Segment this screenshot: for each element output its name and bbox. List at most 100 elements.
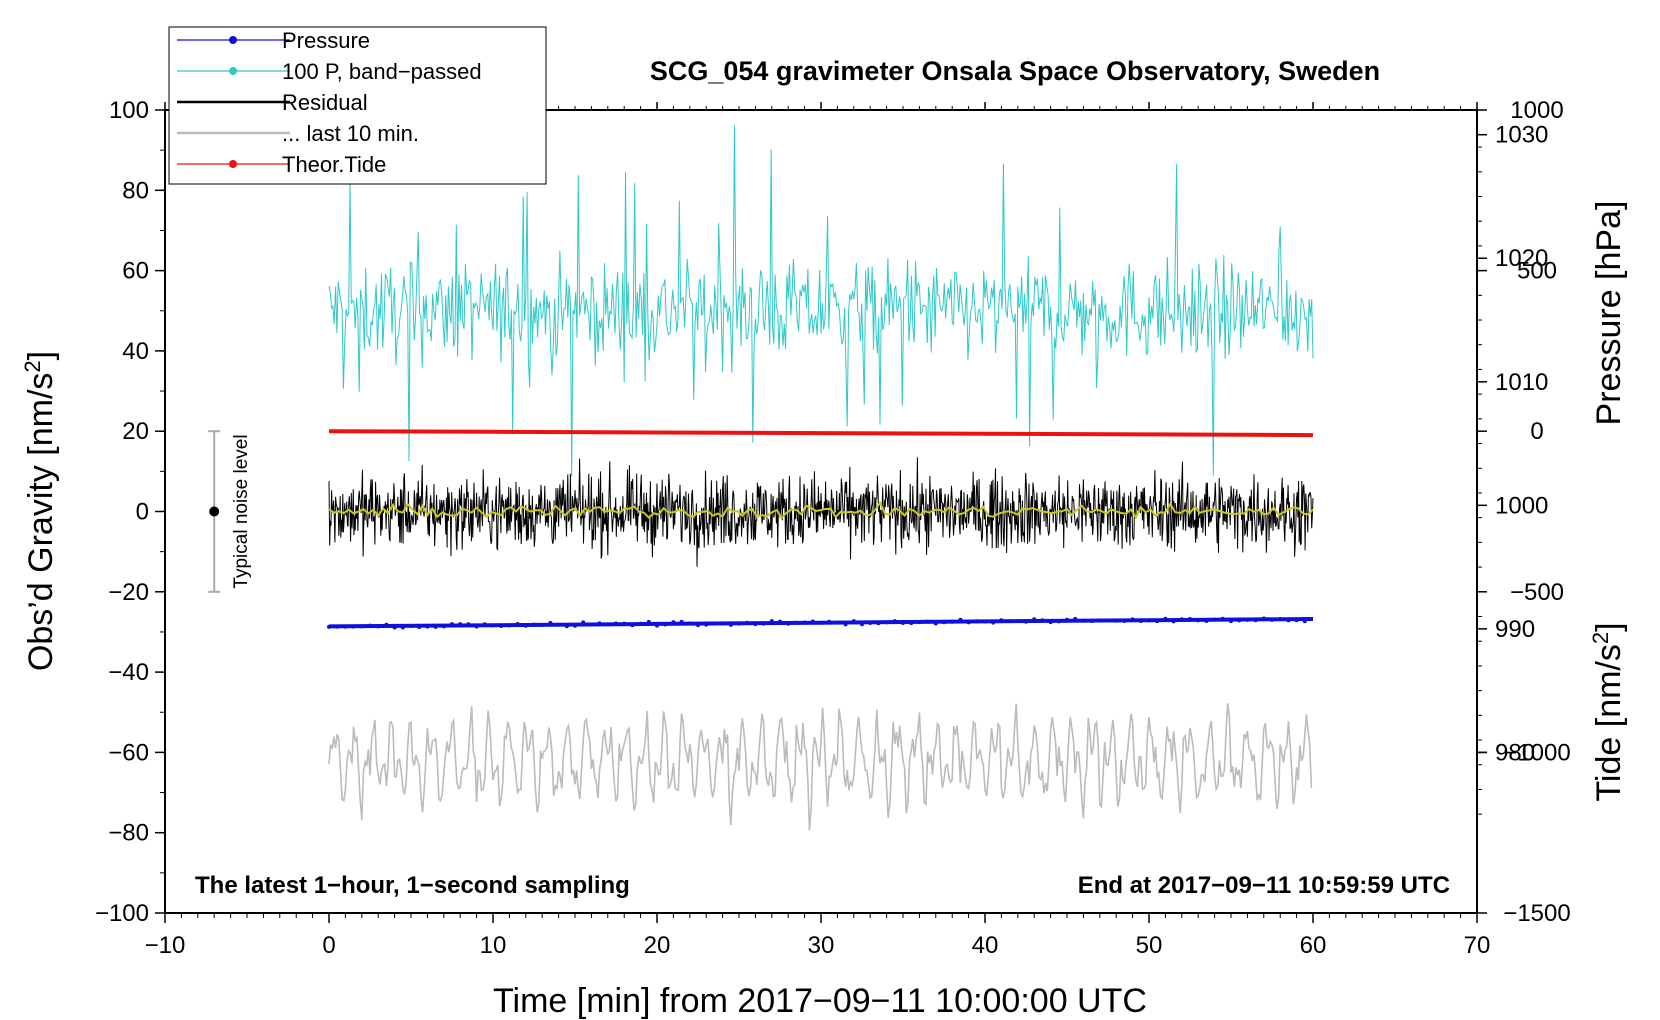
pressure-point bbox=[1212, 617, 1217, 622]
pressure-point bbox=[1196, 618, 1201, 623]
pressure-point bbox=[556, 622, 561, 627]
pressure-point bbox=[1024, 619, 1028, 624]
pressure-point bbox=[1122, 618, 1127, 623]
pressure-point bbox=[507, 623, 512, 628]
pressure-point bbox=[638, 621, 643, 626]
pressure-point bbox=[712, 621, 717, 626]
pressure-point bbox=[425, 624, 430, 629]
pressure-point bbox=[1286, 618, 1291, 623]
pressure-point bbox=[909, 621, 914, 626]
pressure-point bbox=[1081, 618, 1086, 623]
y-axis-label-left: Obs’d Gravity [nm/s2] bbox=[20, 351, 60, 671]
x-tick-label: 10 bbox=[480, 932, 507, 959]
pressure-point bbox=[1040, 618, 1045, 623]
pressure-point bbox=[458, 622, 463, 627]
pressure-point bbox=[1171, 619, 1176, 624]
legend-label: ... last 10 min. bbox=[282, 121, 419, 146]
pressure-point bbox=[917, 620, 922, 625]
pressure-point bbox=[400, 625, 405, 630]
y-tick-label: −80 bbox=[108, 820, 149, 847]
pressure-point bbox=[983, 619, 987, 624]
pressure-point bbox=[630, 623, 635, 628]
series-bandpassed-pressure bbox=[328, 125, 1314, 477]
series-residual-smoothed bbox=[328, 500, 1314, 520]
pressure-point bbox=[1220, 616, 1225, 621]
pressure-point bbox=[581, 620, 586, 625]
pressure-point bbox=[720, 621, 725, 626]
pressure-point bbox=[835, 620, 840, 625]
pressure-point bbox=[564, 624, 569, 629]
pressure-point bbox=[843, 622, 848, 627]
pressure-point bbox=[1245, 617, 1250, 622]
x-tick-label: 30 bbox=[808, 932, 835, 959]
pressure-point bbox=[1302, 619, 1307, 624]
pressure-tick-label: 980 bbox=[1495, 739, 1535, 766]
pressure-point bbox=[1237, 618, 1242, 623]
pressure-point bbox=[1056, 619, 1061, 624]
x-tick-label: 70 bbox=[1464, 932, 1491, 959]
y-tick-label: 40 bbox=[122, 338, 149, 365]
pressure-point bbox=[892, 619, 897, 624]
y-tick-label: −60 bbox=[108, 739, 149, 766]
tide-tick-label: 0 bbox=[1530, 418, 1543, 445]
pressure-point bbox=[655, 623, 659, 628]
x-tick-label: 0 bbox=[322, 932, 335, 959]
pressure-point bbox=[622, 621, 627, 626]
pressure-point bbox=[671, 620, 676, 625]
pressure-point bbox=[827, 619, 832, 624]
pressure-point bbox=[786, 621, 791, 626]
pressure-point bbox=[474, 624, 479, 629]
legend-marker bbox=[229, 67, 237, 75]
pressure-point bbox=[851, 619, 856, 624]
pressure-point bbox=[810, 619, 815, 624]
pressure-point bbox=[958, 617, 963, 622]
pressure-point bbox=[753, 622, 758, 627]
y-tick-label: −100 bbox=[95, 900, 149, 927]
pressure-point bbox=[499, 623, 504, 628]
series-last-10-min bbox=[328, 703, 1313, 831]
pressure-point bbox=[589, 622, 594, 627]
x-tick-label: 20 bbox=[644, 932, 671, 959]
pressure-point bbox=[1188, 616, 1192, 621]
pressure-point bbox=[433, 624, 438, 629]
pressure-point bbox=[359, 624, 364, 629]
x-tick-label: 40 bbox=[972, 932, 999, 959]
pressure-point bbox=[466, 622, 471, 627]
x-tick-label: −10 bbox=[145, 932, 186, 959]
pressure-point bbox=[523, 623, 528, 628]
tide-tick-label: −500 bbox=[1510, 579, 1564, 606]
pressure-point bbox=[663, 622, 668, 627]
series-layer bbox=[327, 125, 1314, 831]
y-tick-label: −20 bbox=[108, 579, 149, 606]
pressure-point bbox=[646, 619, 651, 624]
pressure-point bbox=[1253, 618, 1258, 623]
tide-tick-label: 1000 bbox=[1510, 97, 1563, 124]
pressure-point bbox=[1106, 618, 1110, 623]
y-tick-label: 0 bbox=[136, 499, 149, 526]
pressure-tick-label: 990 bbox=[1495, 616, 1535, 643]
pressure-point bbox=[1204, 619, 1209, 624]
pressure-tick-label: 1020 bbox=[1495, 245, 1548, 272]
legend-marker bbox=[229, 160, 237, 168]
pressure-point bbox=[491, 623, 495, 628]
pressure-point bbox=[950, 619, 955, 624]
legend-marker bbox=[229, 36, 237, 44]
pressure-point bbox=[614, 621, 618, 626]
y-axis-label-pressure: Pressure [hPa] bbox=[1590, 201, 1628, 426]
pressure-point bbox=[884, 620, 889, 625]
pressure-point bbox=[925, 619, 930, 624]
pressure-point bbox=[1179, 617, 1184, 622]
pressure-point bbox=[450, 622, 454, 627]
x-axis-label: Time [min] from 2017−09−11 10:00:00 UTC bbox=[493, 982, 1147, 1020]
pressure-point bbox=[1065, 617, 1069, 622]
pressure-point bbox=[1097, 618, 1102, 623]
legend-label: Residual bbox=[282, 90, 368, 115]
pressure-point bbox=[728, 622, 733, 627]
pressure-point bbox=[999, 618, 1004, 623]
series-theoretical-tide bbox=[328, 429, 1314, 438]
chart-title: SCG_054 gravimeter Onsala Space Observat… bbox=[650, 56, 1380, 86]
pressure-point bbox=[679, 619, 684, 624]
pressure-point bbox=[1032, 617, 1037, 622]
pressure-point bbox=[745, 620, 750, 625]
pressure-point bbox=[548, 620, 553, 625]
